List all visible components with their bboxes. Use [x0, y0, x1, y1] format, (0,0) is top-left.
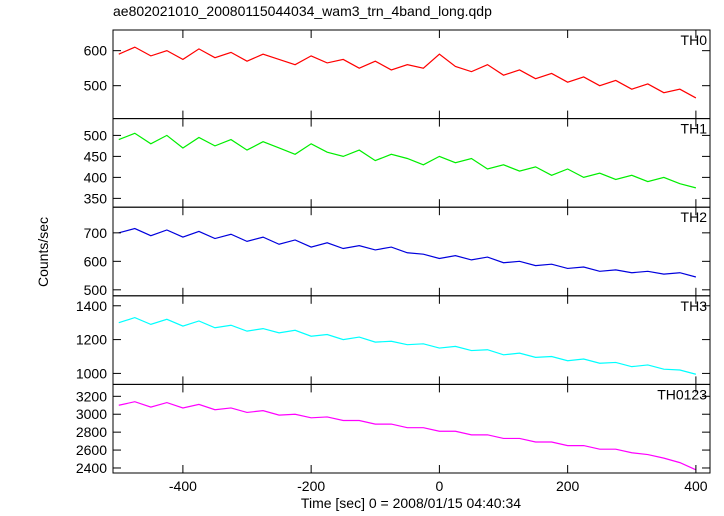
y-tick-label: 3200: [76, 388, 107, 404]
y-tick-label: 500: [84, 127, 108, 143]
panel-frame: [112, 295, 711, 385]
panel-label: TH2: [681, 209, 708, 225]
y-tick-label: 600: [84, 253, 108, 269]
panel-frame: [112, 118, 711, 208]
panel: 500 600 TH0: [84, 29, 711, 120]
y-tick-label: 1000: [76, 365, 107, 381]
y-tick-label: 3000: [76, 406, 107, 422]
x-tick-label: -200: [297, 478, 325, 494]
y-tick-label: 450: [84, 148, 108, 164]
y-tick-label: 2800: [76, 424, 107, 440]
panel-frame: [112, 29, 711, 120]
data-line: [118, 227, 697, 278]
x-axis-label: Time [sec] 0 = 2008/01/15 04:40:34: [301, 495, 521, 511]
panel-frame: [112, 206, 711, 297]
panel: 2400 2600 2800 3000 3200 -400 -200 0 200 400 TH012…: [76, 383, 711, 494]
panel-label: TH0: [681, 32, 708, 48]
plot-area: [118, 46, 697, 99]
data-line: [118, 401, 697, 471]
y-tick-label: 1200: [76, 332, 107, 348]
panel-frame: [112, 383, 711, 474]
x-tick-label: -400: [169, 478, 197, 494]
data-line: [118, 46, 697, 99]
panel: 350 400 450 500 TH1: [84, 118, 711, 208]
y-tick-label: 500: [84, 78, 108, 94]
y-tick-label: 700: [84, 225, 108, 241]
panel-label: TH3: [681, 298, 708, 314]
plot-area: [118, 132, 697, 189]
panel: 500 600 700 TH2: [84, 206, 711, 298]
plot-area: [118, 401, 697, 471]
y-tick-label: 2400: [76, 460, 107, 476]
plot-area: [118, 316, 697, 375]
data-line: [118, 316, 697, 375]
x-tick-label: 400: [684, 478, 708, 494]
data-line: [118, 132, 697, 189]
y-tick-label: 1400: [76, 298, 107, 314]
x-tick-label: 0: [435, 478, 443, 494]
plot-area: [118, 227, 697, 278]
panel-label: TH0123: [657, 386, 707, 402]
y-tick-label: 350: [84, 190, 108, 206]
y-tick-label: 600: [84, 43, 108, 59]
y-tick-label: 400: [84, 169, 108, 185]
panel-label: TH1: [681, 121, 708, 137]
y-axis-label: Counts/sec: [35, 217, 51, 287]
y-tick-label: 2600: [76, 442, 107, 458]
x-tick-label: 200: [556, 478, 580, 494]
y-tick-label: 500: [84, 282, 108, 298]
panel: 1000 1200 1400 TH3: [76, 295, 711, 385]
chart-title: ae802021010_20080115044034_wam3_trn_4ban…: [113, 3, 492, 19]
